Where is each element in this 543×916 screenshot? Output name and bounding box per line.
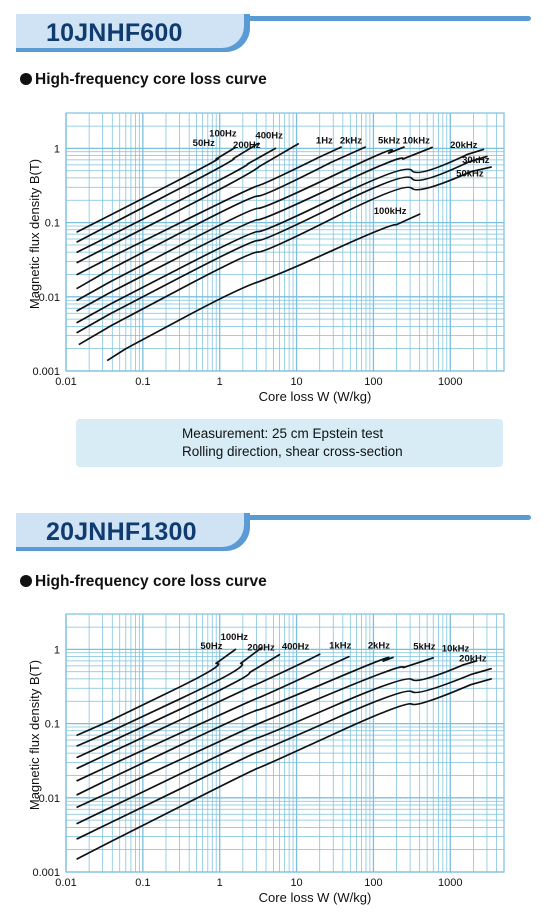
y-tick-label: 1 [54, 644, 60, 656]
curve-1hz [76, 146, 342, 276]
series-label: 100kHz [374, 206, 407, 217]
plot-frame [65, 613, 505, 873]
curve-20khz [76, 667, 492, 840]
x-tick-label: 1 [217, 376, 223, 388]
y-tick-label: 0.1 [45, 218, 60, 230]
series-label: 200Hz [247, 642, 275, 653]
curves [76, 142, 492, 362]
plot-frame [65, 112, 505, 372]
x-tick-label: 0.1 [135, 877, 150, 889]
chart-heading-2: High-frequency core loss curve [20, 573, 267, 591]
y-tick-label: 0.001 [32, 867, 60, 879]
series-label: 2kHz [368, 640, 390, 651]
x-tick-label: 0.01 [55, 376, 76, 388]
curve-30khz [76, 155, 488, 334]
series-label: 400Hz [282, 641, 310, 652]
y-axis-label: Magnetic flux density B(T) [27, 159, 42, 309]
section-title: 20JNHF1300 [46, 518, 197, 546]
plot-grid [65, 613, 505, 873]
curve-400hz [76, 653, 321, 770]
header-tab-inner [16, 513, 244, 547]
curve-50hz [76, 146, 237, 233]
series-label: 100Hz [209, 128, 237, 139]
series-label: 30kHz [462, 155, 490, 166]
y-tick-label: 0.01 [39, 793, 60, 805]
curve-200hz [76, 147, 277, 253]
series-label: 20kHz [459, 653, 487, 664]
header-rule [20, 515, 531, 520]
curves [76, 646, 492, 860]
series-label: 100Hz [221, 632, 249, 643]
x-tick-label: 10 [290, 877, 302, 889]
curve-20khz [76, 148, 485, 324]
series-label: 10kHz [442, 643, 470, 654]
series-label: 400Hz [255, 131, 283, 142]
x-tick-label: 1000 [438, 376, 462, 388]
curve-10khz [76, 660, 478, 825]
x-tick-label: 0.01 [55, 877, 76, 889]
curve-50khz [78, 166, 492, 346]
series-label: 10kHz [402, 136, 430, 147]
chart-heading-text: High-frequency core loss curve [35, 573, 267, 590]
series-label: 1kHz [329, 640, 351, 651]
curve-400hz [76, 143, 300, 264]
curve-100khz [106, 213, 421, 362]
section-title: 10JNHF600 [46, 19, 183, 47]
measurement-note: Measurement: 25 cm Epstein test Rolling … [76, 419, 503, 467]
curve-5khz [76, 656, 435, 808]
curve-series-10 [76, 678, 492, 860]
x-tick-label: 100 [364, 376, 382, 388]
series-label: 1Hz [316, 136, 333, 147]
series-label: 50Hz [193, 138, 215, 149]
header-tab-inner [16, 14, 244, 48]
series-label: 5kHz [413, 641, 435, 652]
curve-2khz [76, 146, 366, 290]
curve-200hz [76, 653, 281, 759]
series-label: 50Hz [200, 641, 222, 652]
x-axis-label: Core loss W (W/kg) [259, 890, 372, 905]
curve-2khz [76, 656, 394, 796]
y-tick-label: 0.001 [32, 366, 60, 378]
section-header-2: 20JNHF1300 [16, 513, 531, 551]
x-tick-label: 10 [290, 376, 302, 388]
curve-100hz [76, 646, 263, 747]
y-axis-label: Magnetic flux density B(T) [27, 660, 42, 810]
curve-50hz [76, 648, 237, 736]
note-line-2: Rolling direction, shear cross-section [182, 444, 403, 459]
chart-heading-text: High-frequency core loss curve [35, 71, 267, 88]
curve-1khz [76, 655, 350, 782]
section-header-1: 10JNHF600 [16, 14, 531, 52]
x-tick-label: 1 [217, 877, 223, 889]
note-line-1: Measurement: 25 cm Epstein test [182, 426, 384, 441]
curve-10khz [76, 146, 433, 312]
series-label: 50kHz [456, 168, 484, 179]
bullet-icon [20, 575, 32, 587]
x-tick-label: 0.1 [135, 376, 150, 388]
y-tick-label: 0.01 [39, 292, 60, 304]
header-rule [20, 16, 531, 21]
x-axis-label: Core loss W (W/kg) [259, 389, 372, 404]
curve-5khz [76, 146, 405, 302]
series-label: 2kHz [340, 136, 362, 147]
bullet-icon [20, 73, 32, 85]
series-label: 20kHz [450, 140, 478, 151]
chart-heading-1: High-frequency core loss curve [20, 71, 267, 89]
y-tick-label: 1 [54, 143, 60, 155]
x-tick-label: 1000 [438, 877, 462, 889]
x-tick-label: 100 [364, 877, 382, 889]
curve-100hz [76, 142, 260, 243]
series-label: 5kHz [378, 136, 400, 147]
series-label: 200Hz [233, 140, 261, 151]
y-tick-label: 0.1 [45, 719, 60, 731]
